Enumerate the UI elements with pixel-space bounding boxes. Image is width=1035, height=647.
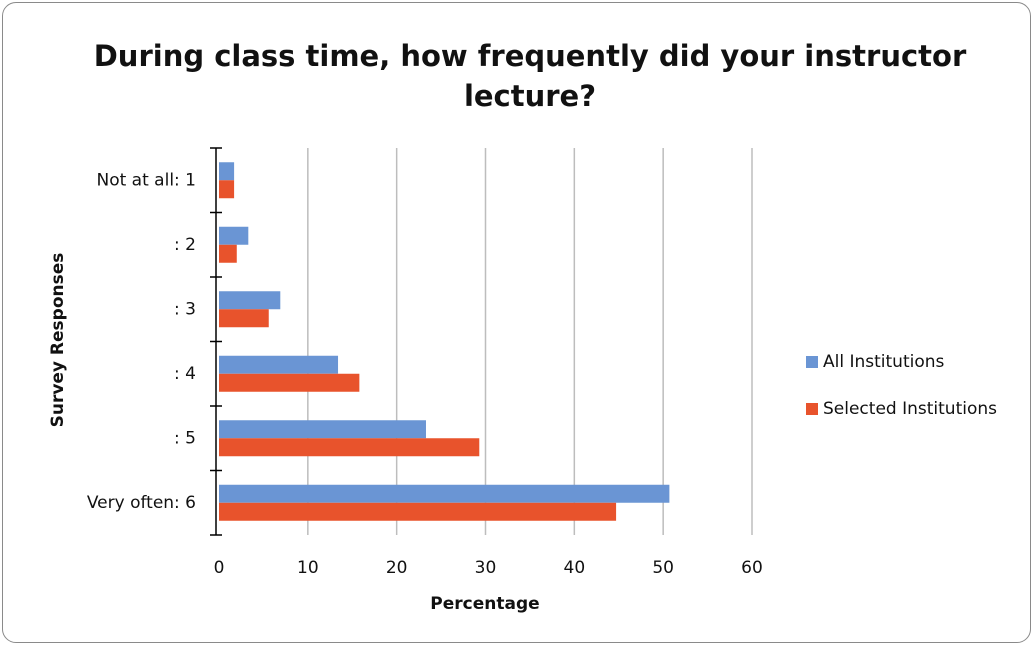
legend-label: All Institutions (823, 352, 945, 372)
bar (219, 438, 480, 457)
y-tick-label: : 2 (174, 235, 196, 255)
bar (219, 162, 235, 181)
y-axis-label: Survey Responses (48, 253, 68, 428)
x-tick-label: 60 (741, 558, 763, 578)
bar (219, 180, 235, 199)
bar (219, 355, 339, 374)
x-axis-label: Percentage (430, 594, 539, 614)
chart-title: During class time, how frequently did yo… (93, 39, 967, 113)
legend-swatch (806, 403, 818, 415)
bar (219, 244, 237, 263)
y-tick-label: Very often: 6 (87, 493, 196, 513)
bar (219, 291, 281, 310)
x-tick-label: 20 (386, 558, 408, 578)
bar (219, 226, 249, 245)
bar (219, 420, 426, 439)
bar (219, 502, 617, 521)
bar (219, 309, 269, 328)
bar (219, 484, 670, 503)
x-tick-label: 30 (475, 558, 497, 578)
x-tick-label: 40 (564, 558, 586, 578)
legend-label: Selected Institutions (823, 399, 997, 419)
y-tick-label: Not at all: 1 (97, 170, 197, 190)
x-tick-label: 10 (297, 558, 319, 578)
y-tick-label: : 3 (174, 299, 196, 319)
y-tick-label: : 5 (174, 428, 196, 448)
bar (219, 373, 360, 392)
x-tick-label: 50 (652, 558, 674, 578)
legend-swatch (806, 356, 818, 368)
x-tick-label: 0 (214, 558, 225, 578)
y-tick-label: : 4 (174, 364, 196, 384)
